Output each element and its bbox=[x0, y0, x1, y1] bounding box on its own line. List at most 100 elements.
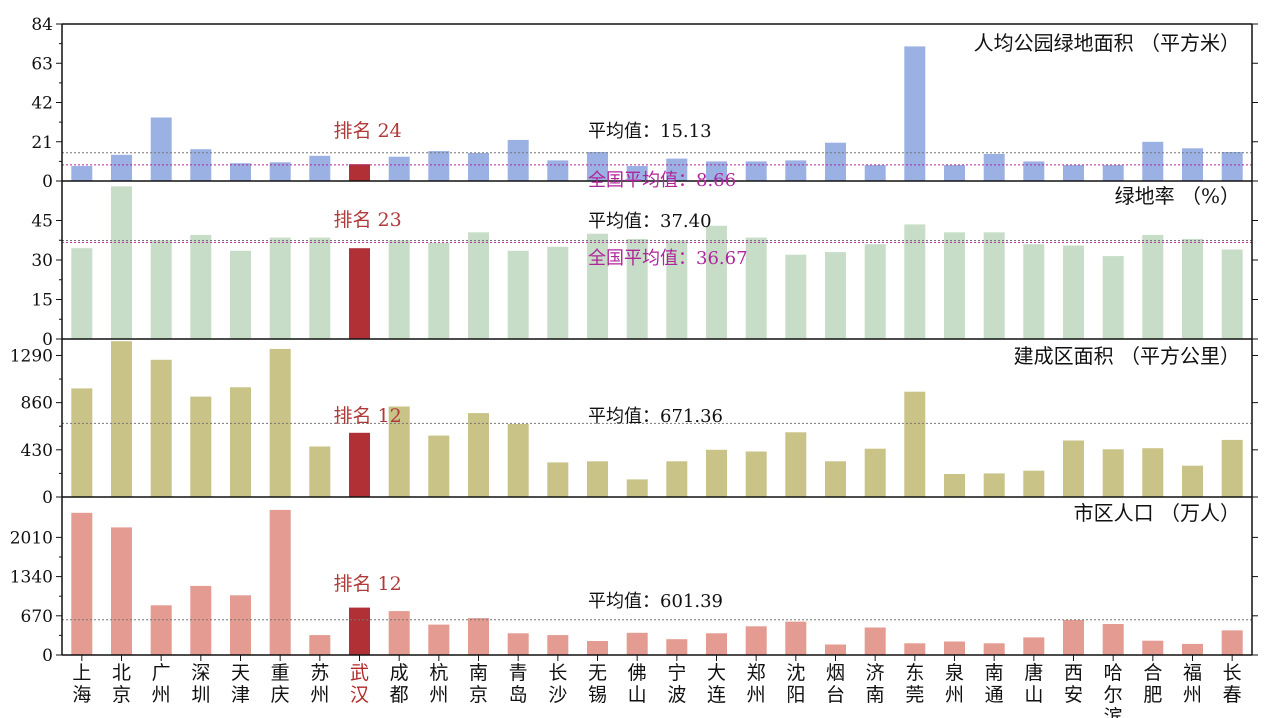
bar-3-16 bbox=[706, 633, 727, 655]
bar-2-17 bbox=[745, 451, 767, 497]
bar-0-13 bbox=[587, 152, 608, 181]
city-label-10: 南京 bbox=[469, 662, 488, 706]
city-label-18: 沈阳 bbox=[786, 662, 805, 706]
bar-2-8 bbox=[388, 406, 410, 497]
rank-label-3: 排名 12 bbox=[334, 573, 402, 595]
bar-1-29 bbox=[1221, 249, 1243, 339]
bar-1-19 bbox=[825, 252, 846, 339]
average-label-3: 平均值：601.39 bbox=[588, 591, 723, 612]
bar-0-26 bbox=[1102, 165, 1124, 181]
bar-2-3 bbox=[190, 396, 212, 497]
city-label-25: 西安 bbox=[1064, 662, 1083, 706]
city-label-15: 宁波 bbox=[667, 662, 686, 706]
city-label-27: 合肥 bbox=[1143, 662, 1162, 706]
bar-2-26 bbox=[1102, 449, 1124, 497]
bar-0-22 bbox=[944, 165, 965, 181]
bar-1-8 bbox=[388, 240, 410, 340]
city-label-9: 杭州 bbox=[429, 662, 448, 706]
bar-1-16 bbox=[706, 225, 727, 339]
ytick-label-3-3: 2010 bbox=[10, 528, 53, 548]
city-label-20: 济南 bbox=[866, 662, 885, 706]
bar-0-23 bbox=[983, 153, 1005, 181]
bar-0-9 bbox=[428, 151, 450, 181]
city-label-11: 青岛 bbox=[509, 662, 528, 706]
bar-1-14 bbox=[626, 238, 648, 339]
bar-3-22 bbox=[944, 641, 965, 655]
ytick-label-1-0: 0 bbox=[42, 330, 53, 350]
bar-1-3 bbox=[190, 235, 212, 339]
bar-0-5 bbox=[269, 162, 291, 181]
bar-0-7 bbox=[349, 164, 370, 181]
city-label-7: 武汉 bbox=[350, 662, 369, 706]
bar-1-6 bbox=[309, 237, 331, 339]
bar-2-7 bbox=[349, 432, 370, 497]
ytick-label-1-2: 30 bbox=[31, 251, 53, 271]
rank-label-0: 排名 24 bbox=[334, 120, 402, 142]
city-label-22: 泉州 bbox=[945, 662, 964, 706]
bar-1-5 bbox=[269, 237, 291, 339]
bar-1-22 bbox=[944, 232, 965, 339]
bar-1-27 bbox=[1142, 235, 1164, 339]
ytick-label-2-1: 430 bbox=[21, 441, 53, 461]
bar-3-1 bbox=[111, 527, 132, 655]
bar-3-7 bbox=[349, 607, 370, 655]
bar-0-4 bbox=[230, 163, 251, 181]
bar-0-1 bbox=[111, 154, 132, 181]
bar-3-11 bbox=[507, 633, 529, 655]
bar-3-23 bbox=[983, 643, 1005, 655]
bar-1-18 bbox=[785, 254, 807, 339]
bar-2-28 bbox=[1182, 465, 1203, 497]
bar-3-8 bbox=[388, 611, 410, 655]
city-label-4: 天津 bbox=[231, 662, 250, 706]
average-label-2: 平均值：671.36 bbox=[588, 406, 723, 427]
bar-2-9 bbox=[428, 435, 450, 497]
bar-2-2 bbox=[150, 359, 172, 497]
bar-3-10 bbox=[468, 618, 489, 655]
city-label-19: 烟台 bbox=[826, 662, 845, 706]
bar-2-25 bbox=[1063, 440, 1084, 497]
bar-1-13 bbox=[587, 233, 608, 339]
bar-1-1 bbox=[111, 186, 132, 339]
ytick-label-1-1: 15 bbox=[31, 291, 53, 311]
ytick-label-1-3: 45 bbox=[31, 212, 53, 232]
city-label-24: 唐山 bbox=[1024, 662, 1043, 706]
bar-1-26 bbox=[1102, 256, 1124, 339]
bar-0-20 bbox=[864, 165, 886, 181]
bar-3-20 bbox=[864, 627, 886, 655]
rank-label-1: 排名 23 bbox=[334, 209, 402, 231]
bar-2-6 bbox=[309, 446, 331, 497]
bar-0-0 bbox=[71, 166, 93, 181]
bar-3-2 bbox=[150, 605, 172, 655]
bar-1-28 bbox=[1182, 238, 1203, 339]
bar-1-11 bbox=[507, 250, 529, 339]
bar-3-24 bbox=[1023, 637, 1045, 655]
city-label-23: 南通 bbox=[985, 662, 1004, 706]
bar-1-4 bbox=[230, 250, 251, 339]
city-label-2: 广州 bbox=[152, 662, 171, 706]
bar-2-19 bbox=[825, 461, 846, 497]
ytick-label-0-3: 63 bbox=[31, 54, 53, 74]
bar-2-11 bbox=[507, 424, 529, 497]
city-label-13: 无锡 bbox=[588, 662, 607, 706]
ytick-label-2-0: 0 bbox=[42, 488, 53, 508]
panel-title-2: 建成区面积 （平方公里） bbox=[1014, 344, 1240, 368]
ytick-label-3-1: 670 bbox=[21, 607, 53, 627]
city-label-14: 佛山 bbox=[628, 662, 647, 706]
bar-2-0 bbox=[71, 388, 93, 497]
city-label-16: 大连 bbox=[707, 662, 726, 706]
bar-0-18 bbox=[785, 160, 807, 181]
bar-1-12 bbox=[547, 246, 569, 339]
city-label-29: 长春 bbox=[1223, 662, 1242, 706]
bar-2-20 bbox=[864, 448, 886, 497]
bar-1-24 bbox=[1023, 244, 1045, 339]
city-label-6: 苏州 bbox=[310, 662, 329, 706]
bar-2-14 bbox=[626, 479, 648, 497]
bar-2-13 bbox=[587, 461, 608, 497]
rank-label-2: 排名 12 bbox=[334, 405, 402, 427]
bar-1-10 bbox=[468, 232, 489, 339]
bar-1-21 bbox=[904, 224, 926, 339]
bar-2-15 bbox=[666, 461, 688, 497]
bar-1-17 bbox=[745, 237, 767, 339]
bar-0-10 bbox=[468, 153, 489, 181]
bar-3-28 bbox=[1182, 643, 1203, 655]
